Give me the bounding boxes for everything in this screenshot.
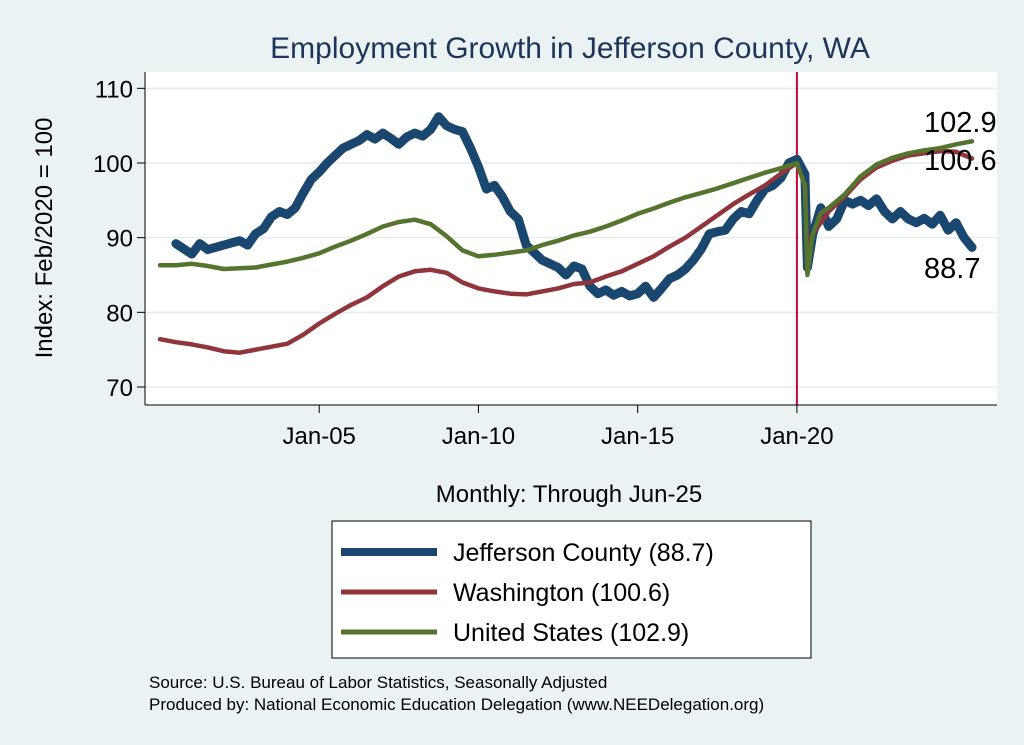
x-ticks: Jan-05 Jan-10 Jan-15 Jan-20 [283,405,834,450]
end-labels: 88.7 100.6 102.9 [924,107,997,285]
y-tick-label: 80 [106,300,133,327]
end-label: 102.9 [924,107,997,139]
produced-by-note: Produced by: National Economic Education… [149,695,764,714]
y-tick-label: 70 [106,375,133,402]
legend-label: Washington (100.6) [453,579,670,607]
y-tick-label: 90 [106,226,133,253]
legend: Jefferson County (88.7) Washington (100.6… [341,539,714,647]
y-tick-label: 100 [93,151,133,178]
legend-label: United States (102.9) [453,619,689,647]
end-label: 88.7 [924,253,980,285]
end-label: 100.6 [924,145,997,177]
y-axis-title: Index: Feb/2020 = 100 [31,118,58,359]
x-axis-title: Monthly: Through Jun-25 [436,481,702,508]
x-tick-label: Jan-20 [760,423,833,450]
chart-title: Employment Growth in Jefferson County, W… [270,32,870,65]
x-tick-label: Jan-05 [283,423,356,450]
y-ticks: 70 80 90 100 110 [93,76,145,402]
series-line-jefferson-county [171,112,977,302]
y-tick-label: 110 [95,76,133,103]
series-line-washington [157,148,975,355]
x-tick-label: Jan-15 [601,423,674,450]
x-tick-label: Jan-10 [442,423,515,450]
series-lines [157,112,977,355]
series-line-united-states [157,139,975,278]
legend-label: Jefferson County (88.7) [453,539,714,567]
source-note: Source: U.S. Bureau of Labor Statistics,… [149,673,607,692]
